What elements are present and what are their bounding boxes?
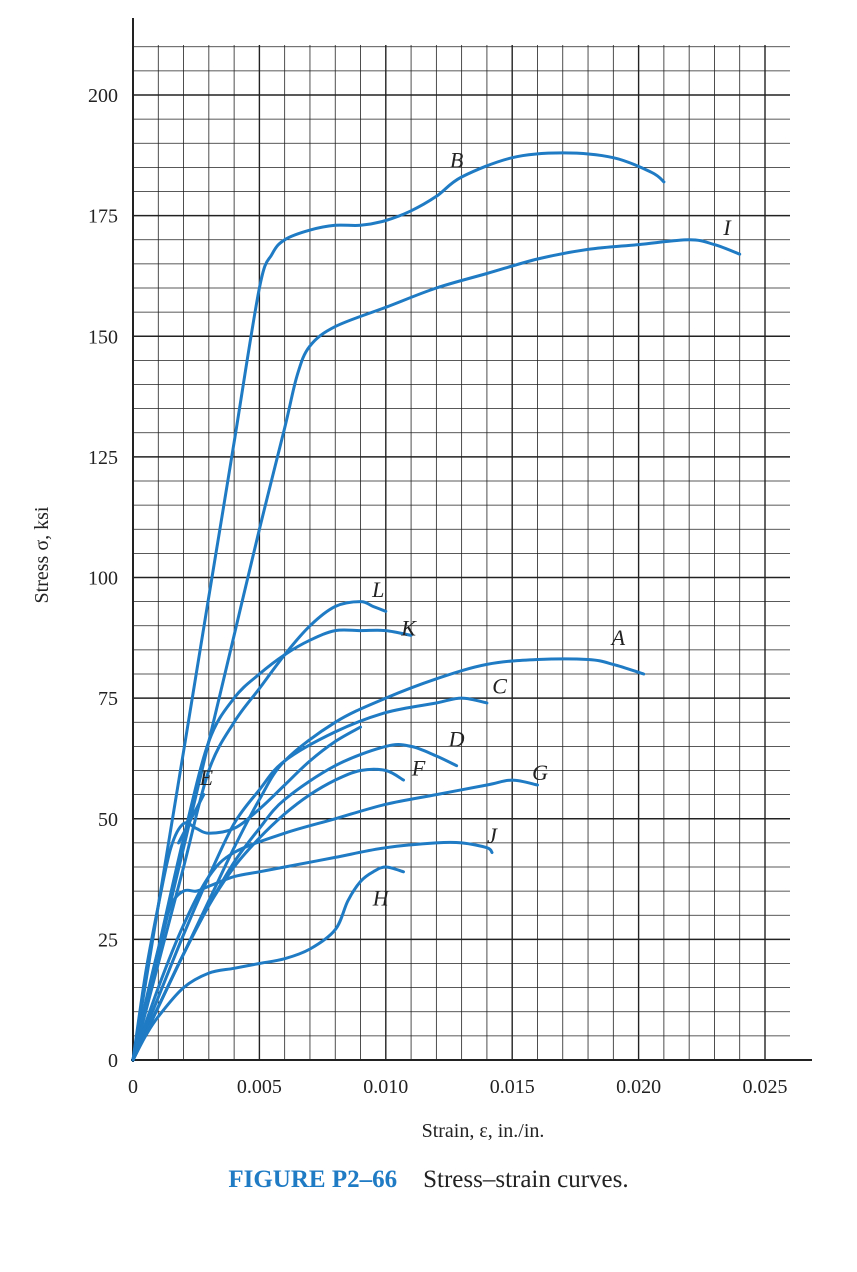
curve-label-j: J xyxy=(487,823,498,848)
y-tick-label: 50 xyxy=(98,809,118,831)
curve-label-a: A xyxy=(610,625,626,650)
curve-b xyxy=(131,151,666,1062)
curve-label-b: B xyxy=(450,147,463,172)
x-tick-label: 0.005 xyxy=(237,1076,282,1098)
curve-f xyxy=(131,767,405,1062)
curve-labels: A B C D E F G H I J KL xyxy=(199,147,733,910)
curve-label-f: F xyxy=(411,755,426,780)
curve-j xyxy=(131,840,494,1062)
curve-label-l: L xyxy=(371,577,384,602)
y-tick-label: 175 xyxy=(88,206,118,228)
y-tick-label: 0 xyxy=(108,1050,118,1072)
curve-label-h: H xyxy=(372,886,390,911)
curve-e xyxy=(131,725,362,1062)
curve-label-k: K xyxy=(400,615,417,640)
curve-d xyxy=(131,743,459,1062)
figure-caption: FIGURE P2–66 Stress–strain curves. xyxy=(0,1166,857,1194)
y-axis-label: Stress σ, ksi xyxy=(31,506,53,603)
curve-k xyxy=(131,628,413,1062)
curve-label-g: G xyxy=(532,760,548,785)
x-tick-label: 0 xyxy=(128,1076,138,1098)
x-tick-label: 0.025 xyxy=(743,1076,788,1098)
curve-label-c: C xyxy=(492,673,507,698)
figure-number: FIGURE P2–66 xyxy=(228,1166,398,1193)
y-tick-label: 75 xyxy=(98,688,118,710)
x-tick-label: 0.010 xyxy=(363,1076,408,1098)
figure-caption-text: Stress–strain curves. xyxy=(423,1166,629,1193)
curve-label-e: E xyxy=(199,765,214,790)
y-tick-label: 150 xyxy=(88,326,118,348)
curve-a xyxy=(131,657,646,1062)
stress-strain-chart: 0 0.005 0.010 0.015 0.020 0.025 0 25 50 75 100 125… xyxy=(31,18,812,1142)
curve-label-i: I xyxy=(722,215,732,240)
y-tick-label: 100 xyxy=(88,568,118,590)
y-tick-label: 200 xyxy=(88,85,118,107)
curves xyxy=(131,151,742,1062)
curve-i xyxy=(131,238,742,1062)
curve-l xyxy=(131,600,388,1062)
curve-h xyxy=(131,865,405,1062)
y-tick-label: 125 xyxy=(88,447,118,469)
curve-g xyxy=(131,778,539,1062)
y-tick-labels: 0 25 50 75 100 125 150 175 200 xyxy=(88,85,118,1072)
x-tick-label: 0.015 xyxy=(490,1076,535,1098)
x-axis-label: Strain, ε, in./in. xyxy=(422,1120,545,1142)
axes xyxy=(131,18,812,1062)
y-tick-label: 25 xyxy=(98,929,118,951)
x-tick-label: 0.020 xyxy=(616,1076,661,1098)
curve-label-d: D xyxy=(448,726,465,751)
x-tick-labels: 0 0.005 0.010 0.015 0.020 0.025 xyxy=(128,1076,788,1098)
minor-grid xyxy=(133,45,790,1060)
curve-c xyxy=(131,696,489,1062)
